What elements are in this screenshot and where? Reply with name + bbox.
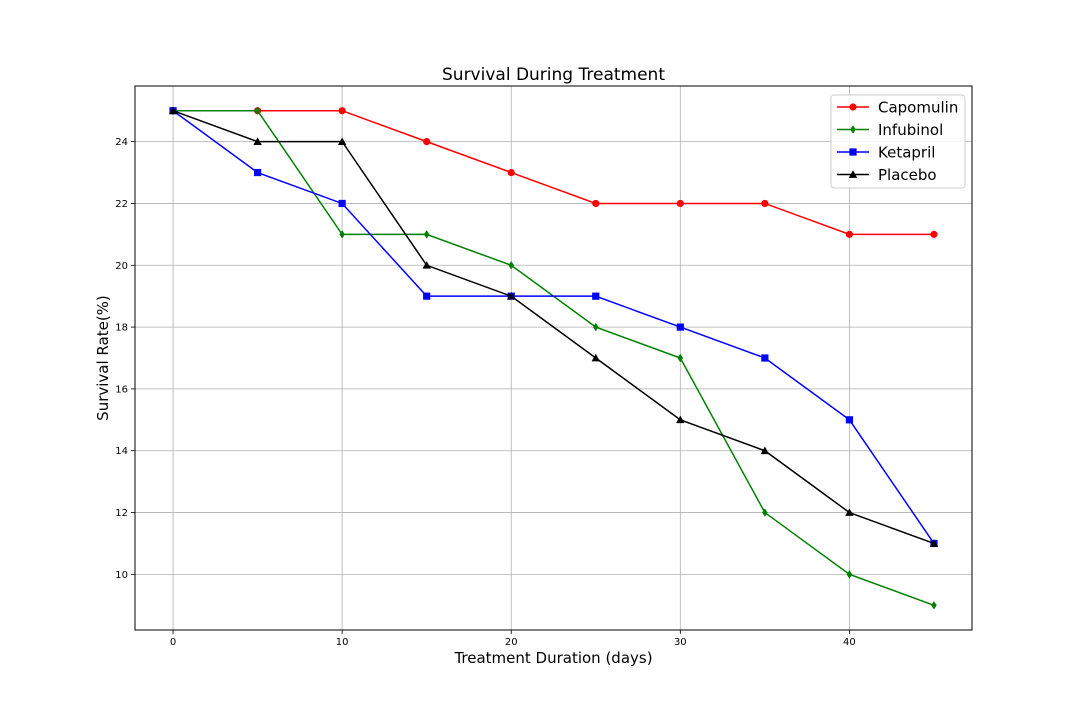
legend: Capomulin Infubinol Ketapril Placebo [830,94,966,189]
legend-marker-placebo [848,170,858,178]
placebo-point [507,291,516,300]
y-tick-label: 20 [115,261,128,272]
infubinol-point [762,508,768,517]
x-tick-label: 20 [505,637,518,648]
ketapril-point [338,199,346,208]
x-tick-label: 10 [336,637,349,648]
ketapril-point [676,323,684,331]
infubinol-point [846,570,853,579]
y-tick-label: 14 [115,446,128,457]
series-lines [168,106,939,610]
placebo-point [929,539,939,547]
legend-item-infubinol: Infubinol [837,121,943,139]
placebo-point [422,261,431,269]
legend-label-infubinol: Infubinol [878,121,943,139]
placebo-point [676,415,685,424]
capomulin-point [845,230,854,238]
y-tick-label: 16 [115,384,128,395]
placebo-line [172,110,935,545]
ketapril-line [172,110,935,544]
capomulin-point [930,230,938,238]
legend-box [830,94,966,189]
legend-marker-infubinol [850,125,856,134]
placebo-point [760,446,770,455]
ketapril-point [761,354,769,362]
capomulin-point [338,107,346,115]
placebo-point [253,137,262,145]
ketapril-point [423,292,431,300]
y-tick-label: 22 [115,199,128,210]
capomulin-point [761,199,769,208]
capomulin-point [676,199,684,208]
legend-label-ketapril: Ketapril [878,144,935,162]
infubinol-point [254,106,261,115]
infubinol-point [423,230,430,239]
x-tick-label: 40 [843,637,856,648]
legend-label-placebo: Placebo [878,166,937,184]
axis-ticks: 0 10 20 30 40 10 12 14 16 18 20 22 24 [115,137,856,648]
y-axis-label: Survival Rate(%) [94,295,112,421]
placebo-point [337,137,347,145]
y-tick-label: 12 [115,508,128,519]
infubinol-point [931,601,937,610]
capomulin-point [507,168,515,177]
series-placebo [168,106,939,547]
legend-marker-capomulin [849,103,857,111]
infubinol-point [592,322,599,332]
placebo-point [845,508,854,516]
plot-area-frame [134,85,973,631]
y-tick-label: 10 [115,570,128,581]
x-axis-label: Treatment Duration (days) [453,649,652,667]
ketapril-point [592,292,600,300]
legend-item-ketapril: Ketapril [837,144,935,162]
legend-item-placebo: Placebo [837,166,937,184]
capomulin-point [592,199,600,208]
ketapril-point [253,168,262,177]
capomulin-point [423,138,431,146]
legend-label-capomulin: Capomulin [878,99,958,117]
legend-marker-ketapril [849,148,857,156]
infubinol-point [508,261,515,270]
placebo-point [168,106,178,115]
chart-title: Survival During Treatment [442,65,665,85]
infubinol-point [339,230,345,239]
y-tick-label: 18 [115,323,128,334]
ketapril-point [845,416,854,424]
placebo-point [591,353,600,362]
y-tick-label: 24 [115,137,128,148]
infubinol-point [677,353,684,363]
x-tick-label: 30 [674,637,687,648]
capomulin-line [173,109,934,236]
x-tick-label: 0 [170,637,176,648]
legend-item-capomulin: Capomulin [837,99,958,117]
